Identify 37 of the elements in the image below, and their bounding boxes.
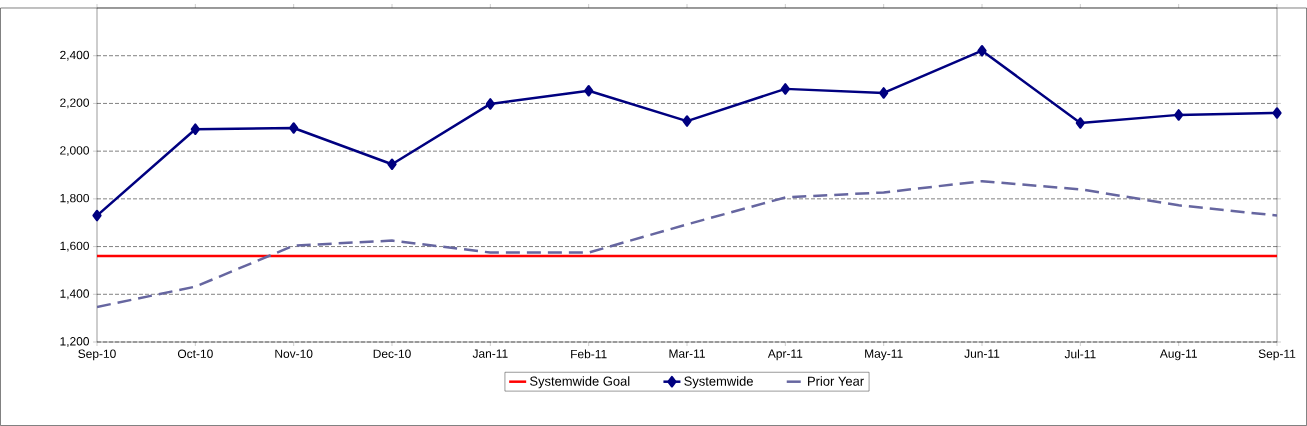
legend-label: Systemwide Goal <box>530 376 630 389</box>
x-tick-label: Feb-11 <box>571 349 607 359</box>
point <box>190 123 200 135</box>
x-tick-label: May-11 <box>865 349 903 361</box>
x-tick-label: Mar-11 <box>669 349 705 358</box>
point <box>387 158 397 171</box>
point <box>584 85 594 97</box>
x-tick-label: Jan-11 <box>472 349 508 358</box>
point <box>1075 117 1085 129</box>
y-tick-label: 1,400 <box>60 289 90 300</box>
point <box>1272 107 1282 119</box>
point <box>682 115 692 127</box>
legend-label: Prior Year <box>808 376 864 386</box>
line-series <box>97 179 1278 309</box>
y-tick-label: 2,400 <box>60 50 90 61</box>
y-tick-label: 1,600 <box>60 241 90 252</box>
point <box>92 209 102 222</box>
point <box>1174 109 1184 121</box>
point <box>977 44 987 57</box>
x-tick-label: Sep-10 <box>78 349 116 361</box>
x-tick-label: Aug-11 <box>1159 349 1197 361</box>
x-tick-label: Dec-10 <box>373 349 411 358</box>
x-tick-label: Nov-10 <box>275 349 313 358</box>
point <box>289 122 299 134</box>
y-tick-label: 2,200 <box>60 98 90 109</box>
x-tick-label: Sep-11 <box>1258 349 1296 361</box>
legend-label: Systemwide <box>684 376 753 389</box>
y-tick-label: 2,000 <box>60 146 90 157</box>
point <box>485 98 495 110</box>
y-tick-label: 1,200 <box>60 337 90 347</box>
x-tick-label: Apr-11 <box>767 349 803 361</box>
x-tick-label: Oct-10 <box>177 349 213 358</box>
point <box>780 83 790 95</box>
x-tick-label: Jun-11 <box>964 349 1000 358</box>
y-tick-label: 1,800 <box>60 193 90 204</box>
x-tick-label: Jul-11 <box>1064 349 1096 359</box>
point <box>879 87 889 99</box>
